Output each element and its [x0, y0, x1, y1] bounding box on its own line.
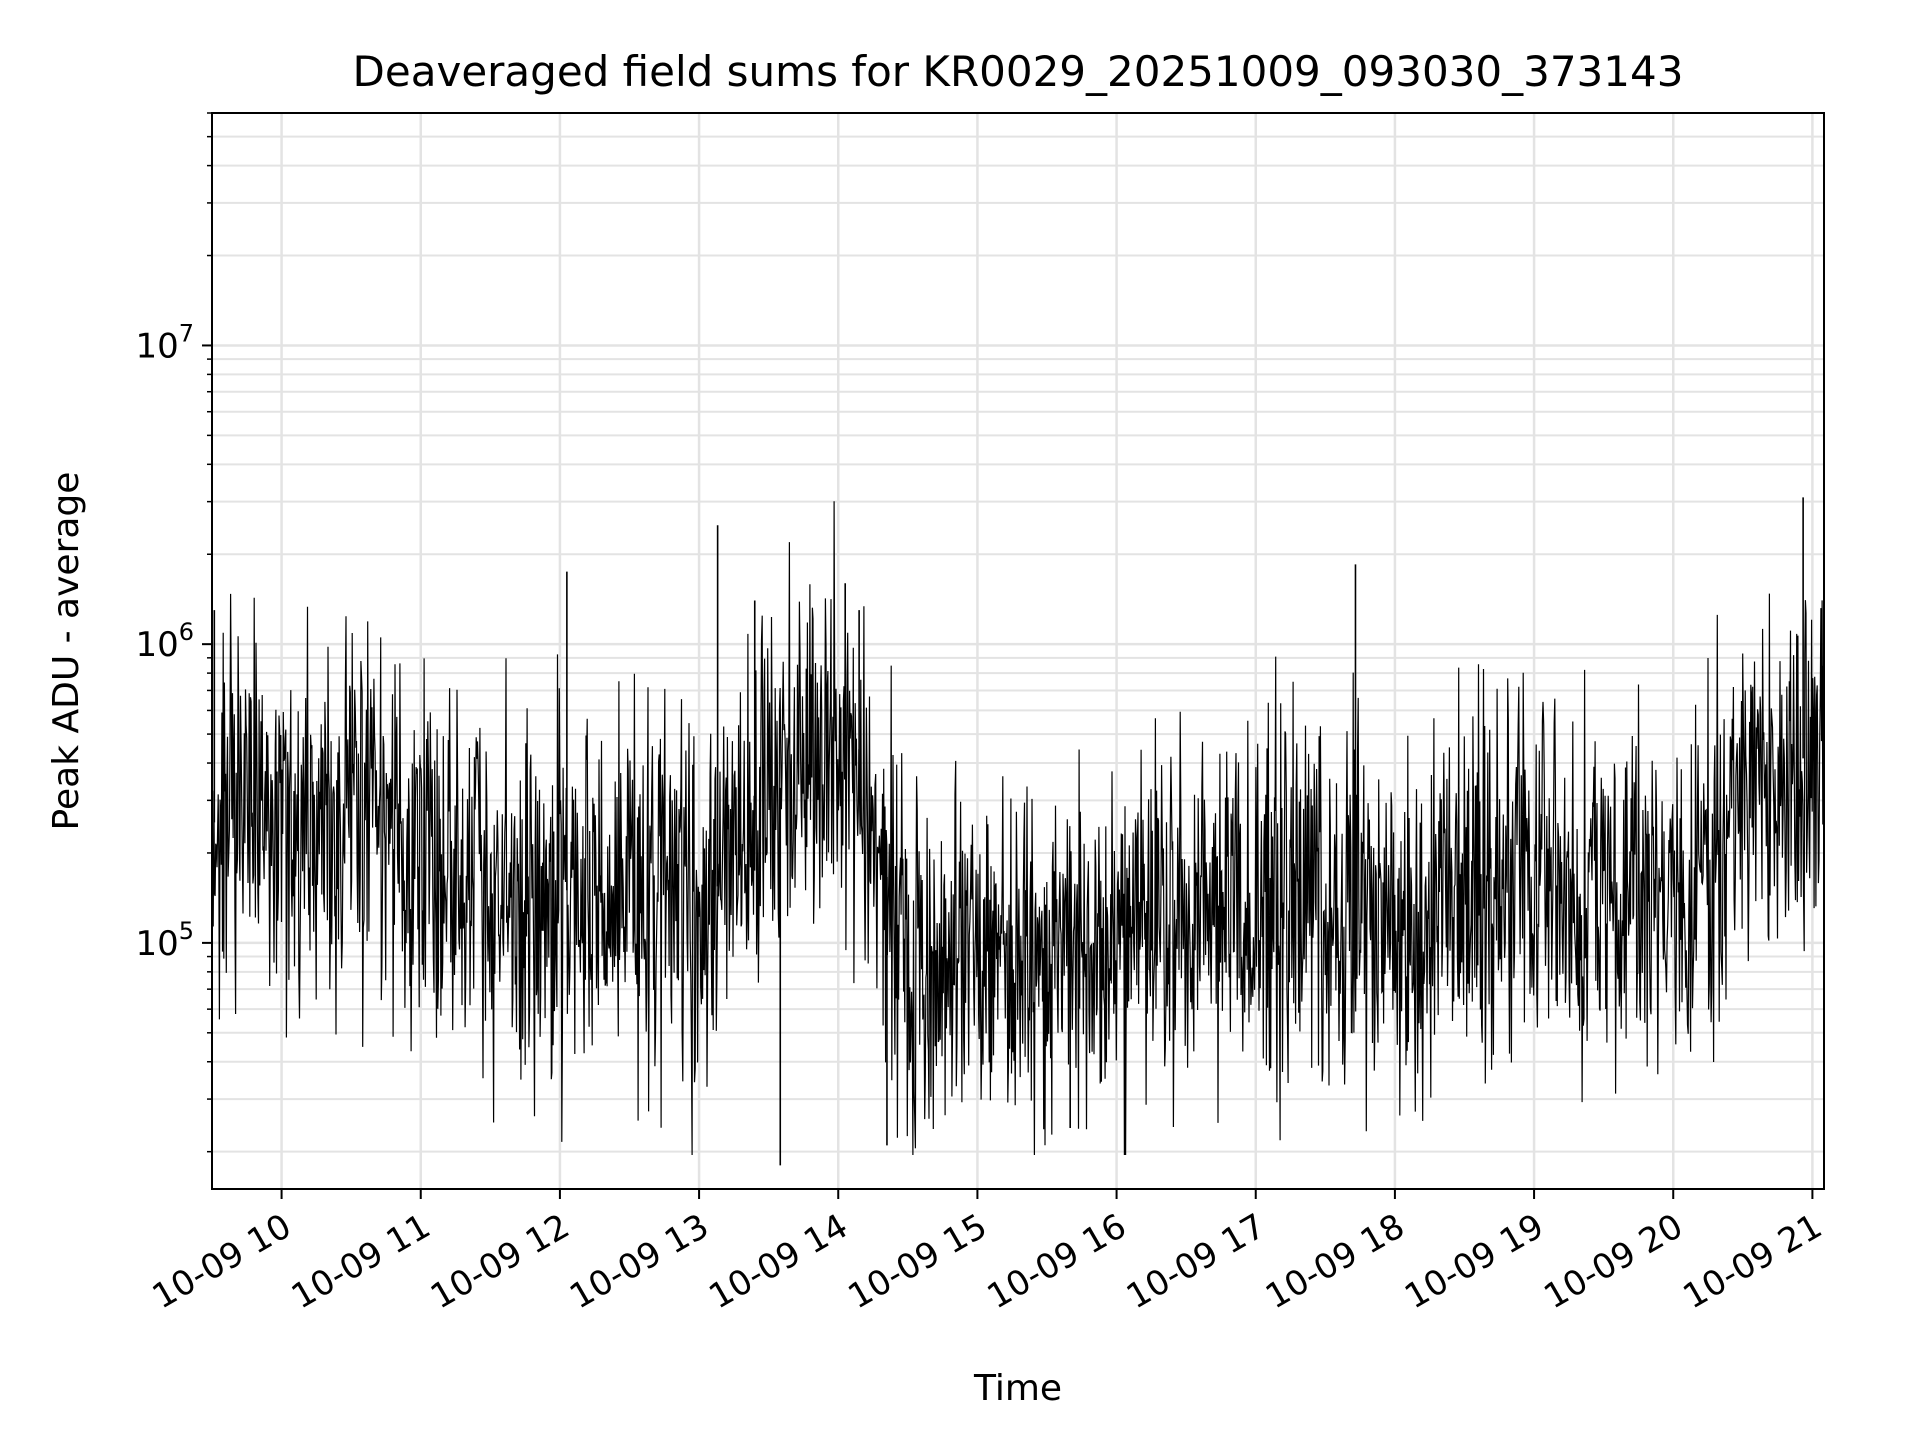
- y-tick-label: 107: [135, 319, 194, 366]
- chart-title: Deaveraged field sums for KR0029_2025100…: [353, 47, 1684, 96]
- plot-frame: [211, 112, 1825, 1190]
- y-tick-label: 106: [135, 618, 194, 665]
- series-trace: [211, 501, 1825, 1156]
- y-tick-label: 105: [135, 917, 194, 964]
- x-axis-label: Time: [973, 1368, 1062, 1409]
- y-axis-label: Peak ADU - average: [46, 472, 87, 831]
